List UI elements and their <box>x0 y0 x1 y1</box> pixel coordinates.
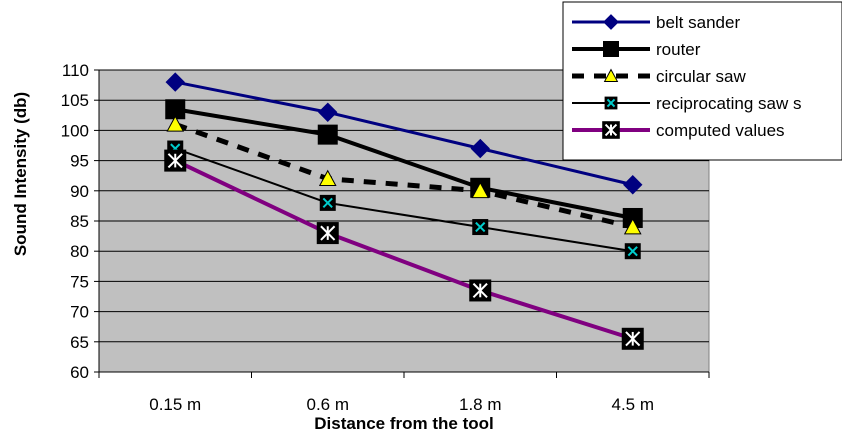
legend-label: reciprocating saw s <box>656 94 802 113</box>
data-point <box>624 243 641 260</box>
legend-label: belt sander <box>656 13 740 32</box>
data-point <box>316 222 339 245</box>
legend-item: computed values <box>572 121 785 140</box>
data-point <box>469 279 492 302</box>
data-point <box>623 175 643 195</box>
y-tick-label: 100 <box>61 121 89 140</box>
x-axis-title: Distance from the tool <box>314 414 493 432</box>
y-tick-label: 95 <box>70 152 89 171</box>
x-tick-label: 0.15 m <box>149 395 201 414</box>
data-point <box>317 124 338 145</box>
legend-item: router <box>572 40 701 59</box>
series-layer <box>164 72 644 350</box>
series-line <box>174 158 634 341</box>
legend-items: belt sander router circular saw reciprocati… <box>572 13 802 140</box>
data-point <box>622 207 643 228</box>
data-point <box>472 219 489 236</box>
y-tick-label: 70 <box>70 303 89 322</box>
legend-item: reciprocating saw s <box>572 94 802 113</box>
series <box>164 149 644 350</box>
data-point <box>621 327 644 350</box>
data-point <box>470 138 490 159</box>
y-axis-title: Sound Intensity (db) <box>11 92 30 256</box>
y-tick-label: 75 <box>70 272 89 291</box>
y-tick-label: 85 <box>70 212 89 231</box>
data-point <box>604 96 618 110</box>
y-tick-label: 80 <box>70 242 89 261</box>
x-tick-label: 4.5 m <box>611 395 654 414</box>
series <box>165 72 643 195</box>
legend-label: circular saw <box>656 67 746 86</box>
series <box>166 115 642 235</box>
legend-label: router <box>656 40 701 59</box>
legend: belt sander router circular saw reciprocati… <box>562 1 842 161</box>
data-point <box>318 102 338 122</box>
data-point <box>603 68 619 82</box>
y-tick-label: 65 <box>70 333 89 352</box>
x-tick-label: 0.6 m <box>306 395 349 414</box>
data-point <box>165 99 186 120</box>
x-tick-label: 1.8 m <box>459 395 502 414</box>
legend-item: belt sander <box>572 13 740 32</box>
y-tick-label: 60 <box>70 363 89 382</box>
y-tick-label: 90 <box>70 182 89 201</box>
series-line <box>174 147 633 253</box>
series-line <box>174 107 634 220</box>
legend-item: circular saw <box>572 67 746 86</box>
y-tick-label: 110 <box>62 61 89 80</box>
series-line <box>174 80 634 187</box>
data-point <box>165 72 185 92</box>
data-point <box>319 194 336 211</box>
axes: 60 65 70 75 80 85 90 95 100 105 110 0.15 m 0.6 m 1.8 … <box>61 61 710 414</box>
data-point <box>603 41 619 57</box>
data-point <box>164 149 187 172</box>
data-point <box>318 169 337 187</box>
data-point <box>623 217 642 235</box>
data-point <box>603 14 619 30</box>
data-point <box>166 115 185 132</box>
data-point <box>602 121 620 139</box>
series <box>167 140 641 260</box>
y-tick-label: 105 <box>61 91 89 110</box>
legend-label: computed values <box>656 121 785 140</box>
data-point <box>471 181 490 199</box>
